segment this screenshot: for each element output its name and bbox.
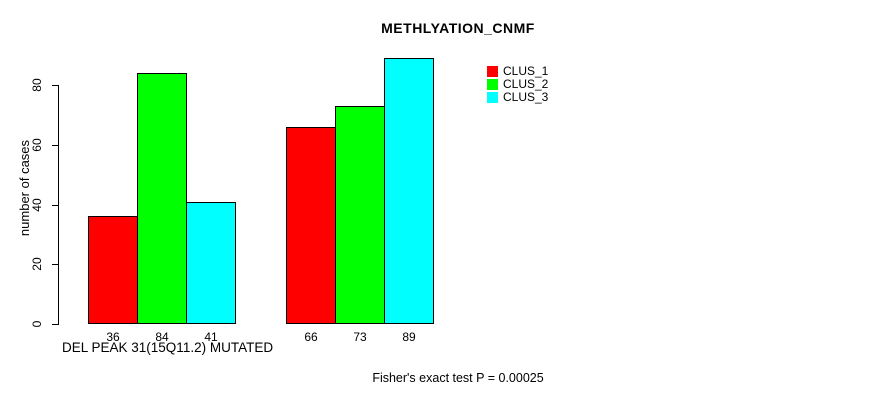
legend-item-clus_3: CLUS_3 <box>487 91 548 104</box>
statistical-test-annotation: Fisher's exact test P = 0.00025 <box>372 371 544 385</box>
bar-clus_1-group-1 <box>88 216 138 324</box>
y-tick-label: 0 <box>30 320 44 328</box>
bar-value-label: 66 <box>304 330 318 344</box>
bar-clus_2-group-1 <box>137 73 187 324</box>
y-tick <box>52 324 58 325</box>
x-axis-label: DEL PEAK 31(15Q11.2) MUTATED <box>62 340 274 355</box>
y-tick-label: 80 <box>30 78 44 92</box>
bar-value-label: 73 <box>353 330 367 344</box>
y-tick-label: 60 <box>30 138 44 152</box>
bar-value-label: 36 <box>106 330 120 344</box>
legend-color-swatch <box>487 79 498 90</box>
y-axis-label: number of cases <box>17 139 32 237</box>
legend-item-label: CLUS_2 <box>503 77 549 91</box>
y-axis-line <box>58 85 59 325</box>
bar-value-label: 41 <box>204 330 218 344</box>
legend-item-label: CLUS_1 <box>503 64 549 78</box>
bar-clus_1-group-2 <box>286 127 336 324</box>
legend-item-label: CLUS_3 <box>503 90 549 104</box>
legend-item-clus_1: CLUS_1 <box>487 65 548 78</box>
legend-color-swatch <box>487 66 498 77</box>
legend: CLUS_1 CLUS_2 CLUS_3 <box>487 65 548 104</box>
bar-value-label: 84 <box>155 330 169 344</box>
bar-clus_3-group-2 <box>384 58 434 324</box>
bar-clus_3-group-1 <box>186 202 236 324</box>
chart-title: METHLYATION_CNMF <box>381 20 535 36</box>
y-tick <box>52 85 58 86</box>
bar-value-label: 89 <box>402 330 416 344</box>
legend-item-clus_2: CLUS_2 <box>487 78 548 91</box>
bar-clus_2-group-2 <box>335 106 385 324</box>
y-tick <box>52 264 58 265</box>
legend-color-swatch <box>487 92 498 103</box>
y-tick-label: 40 <box>30 198 44 212</box>
y-tick <box>52 205 58 206</box>
y-tick-label: 20 <box>30 257 44 271</box>
y-tick <box>52 145 58 146</box>
